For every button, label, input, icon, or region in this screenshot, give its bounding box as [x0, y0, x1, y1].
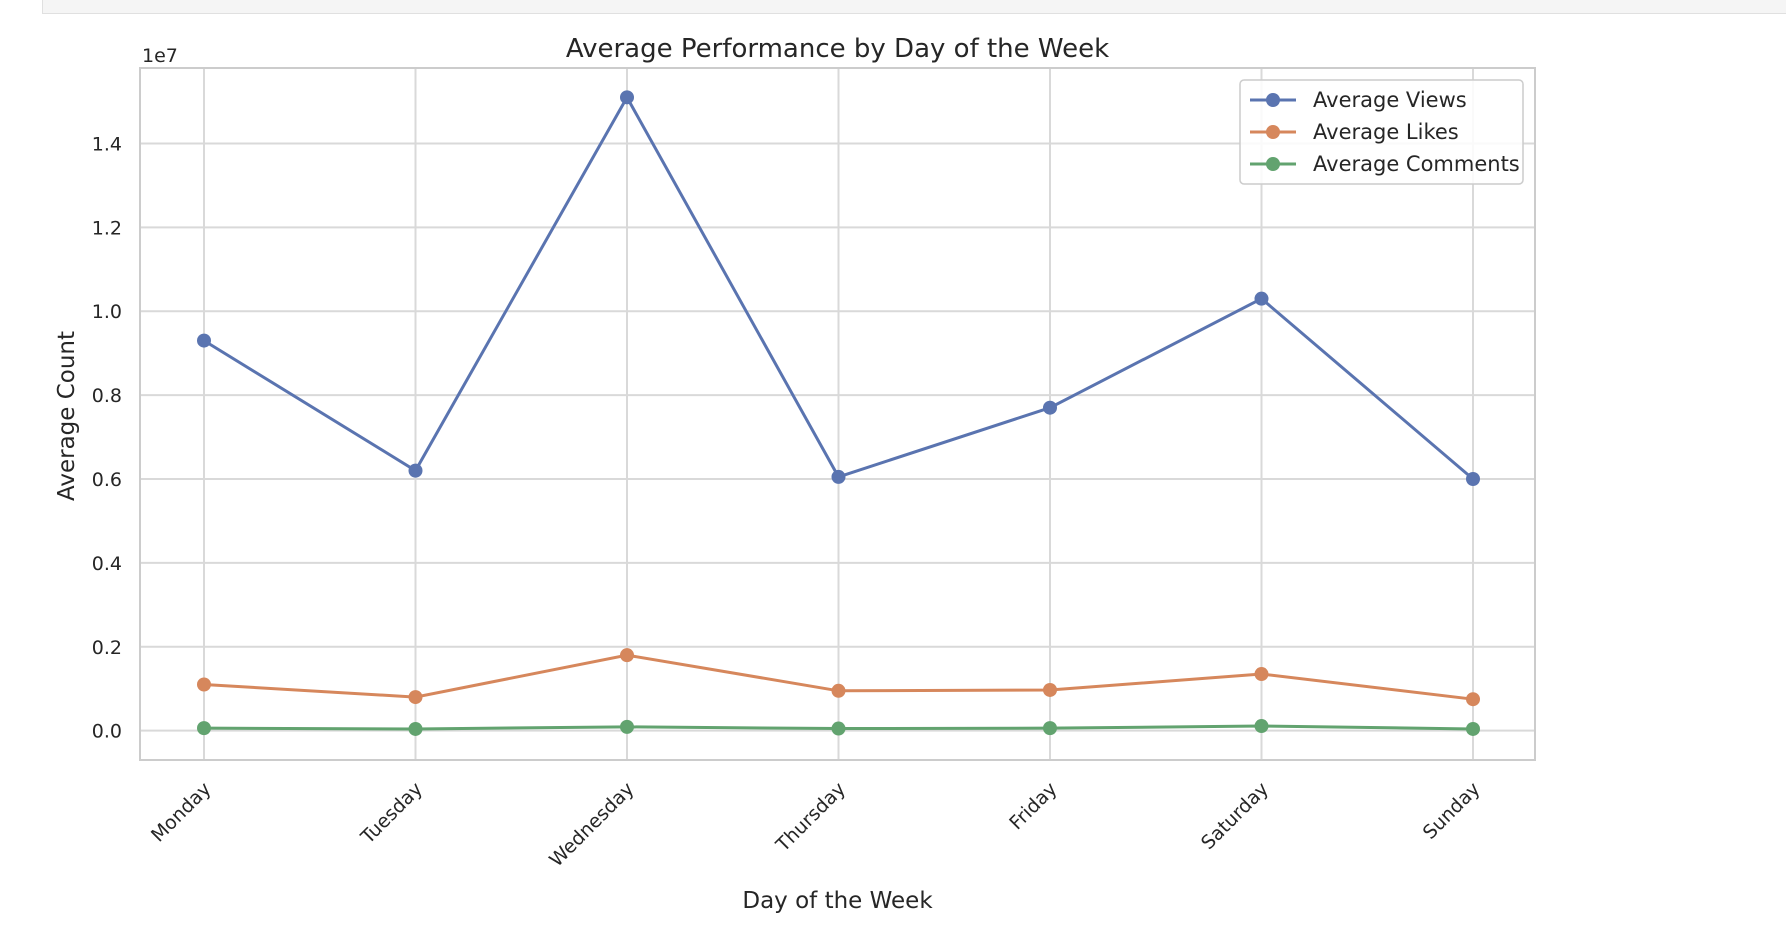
legend-label: Average Comments: [1313, 152, 1520, 176]
data-point: [1466, 472, 1480, 487]
y-tick-label: 1.0: [92, 301, 122, 323]
data-point: [1254, 667, 1269, 682]
y-tick-label: 0.8: [92, 385, 122, 407]
data-point: [197, 677, 211, 692]
legend-item: Average Views: [1250, 88, 1467, 112]
chart-title: Average Performance by Day of the Week: [566, 34, 1109, 64]
data-point: [1043, 721, 1057, 736]
x-tick-label: Sunday: [1419, 778, 1485, 844]
y-tick-label: 0.2: [92, 637, 122, 659]
data-point: [620, 648, 634, 663]
x-tick-labels: Monday Tuesday Wednesday Thursday Friday Satu…: [147, 778, 1485, 871]
legend-marker: [1266, 125, 1280, 139]
y-axis-label: Average Count: [54, 331, 80, 501]
x-tick-label: Monday: [147, 778, 216, 847]
x-tick-label: Saturday: [1197, 778, 1273, 854]
data-point: [197, 721, 211, 736]
legend-item: Average Likes: [1250, 120, 1459, 144]
y-tick-label: 1.4: [92, 133, 122, 155]
series-average-comments: [197, 719, 1480, 736]
x-axis-label: Day of the Week: [742, 888, 933, 914]
data-point: [1466, 721, 1480, 736]
x-tick-label: Wednesday: [545, 778, 638, 871]
x-tick-label: Tuesday: [356, 778, 427, 849]
legend-box: [1239, 79, 1524, 185]
data-point: [1043, 400, 1057, 415]
data-point: [1254, 291, 1269, 306]
y-tick-label: 0.0: [92, 721, 122, 743]
y-axis-offset-label: 1e7: [142, 45, 178, 67]
y-tick-label: 0.4: [92, 553, 122, 575]
legend: Average Views Average Likes Average Commen…: [1239, 79, 1524, 185]
plot-frame: [139, 67, 1536, 761]
data-point: [1254, 719, 1269, 734]
series-average-likes: [197, 648, 1480, 707]
notebook-cell-edge: [42, 0, 1786, 14]
data-point: [1043, 682, 1057, 697]
series-average-views: [197, 90, 1480, 487]
y-tick-labels: 0.0 0.2 0.4 0.6 0.8 1.0 1.2 1.4: [92, 133, 122, 742]
legend-label: Average Views: [1313, 88, 1467, 112]
data-point: [831, 683, 846, 698]
x-tick-label: Friday: [1005, 778, 1061, 834]
x-tick-label: Thursday: [771, 778, 850, 857]
legend-label: Average Likes: [1313, 120, 1459, 144]
data-point: [1466, 692, 1480, 707]
data-point: [197, 333, 211, 348]
data-point: [408, 690, 423, 705]
data-point: [620, 90, 634, 105]
data-point: [408, 721, 423, 736]
data-point: [620, 719, 634, 734]
series-layer: [197, 90, 1480, 736]
y-tick-label: 0.6: [92, 469, 122, 491]
data-point: [831, 469, 846, 484]
data-point: [831, 721, 846, 736]
legend-marker: [1266, 157, 1280, 171]
y-tick-label: 1.2: [92, 217, 122, 239]
legend-item: Average Comments: [1250, 152, 1520, 176]
data-point: [408, 463, 423, 478]
legend-marker: [1266, 93, 1280, 107]
